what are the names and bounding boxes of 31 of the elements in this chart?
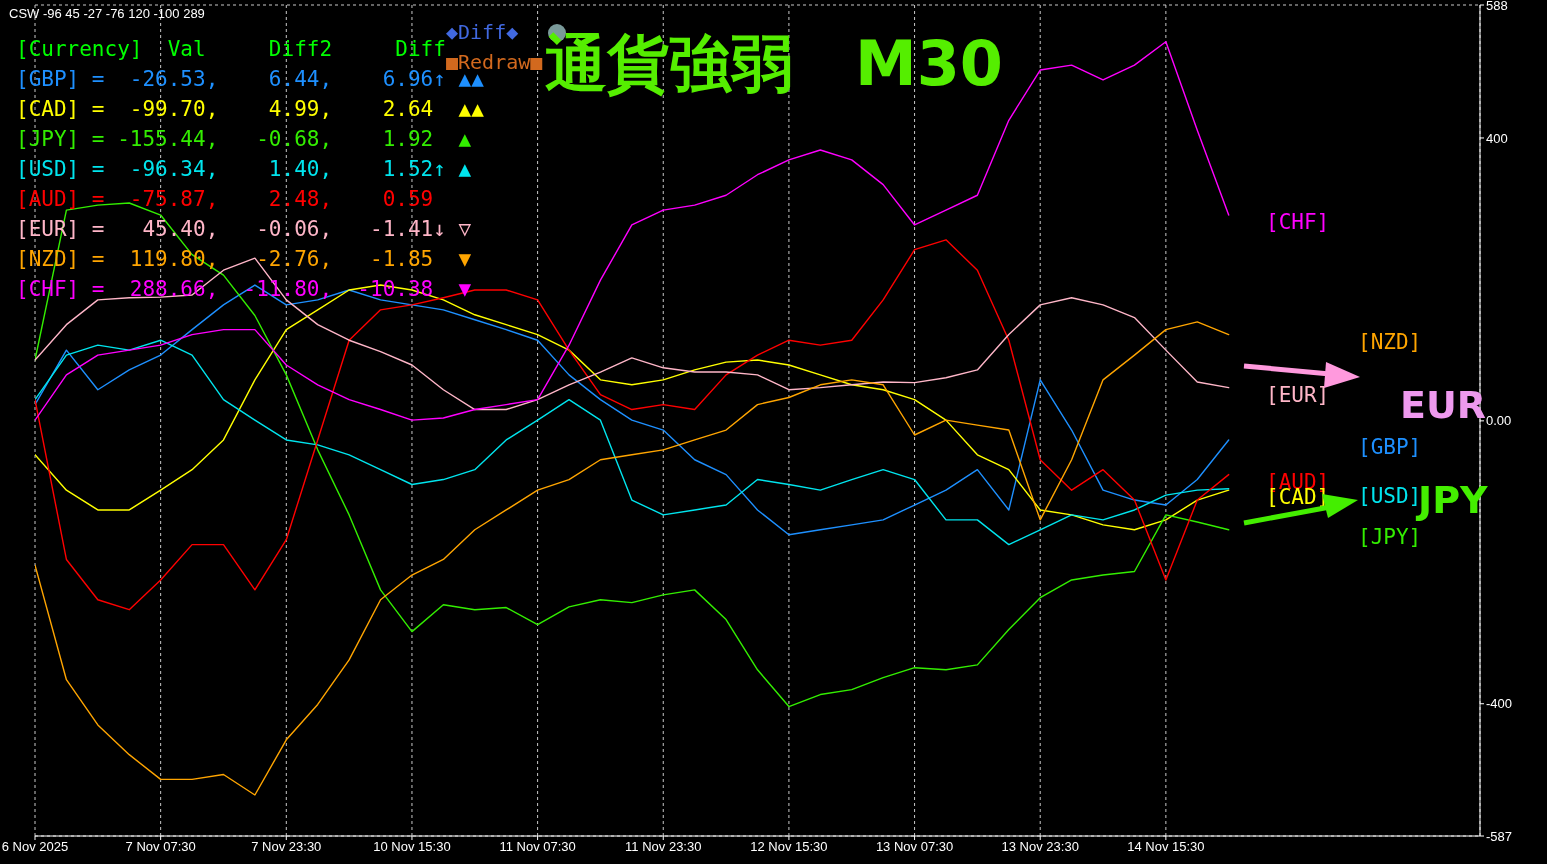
text: [GBP] (1358, 434, 1422, 459)
annotation: [Currency] Val Diff2 Diff (16, 37, 446, 61)
x-tick-label: 13 Nov 07:30 (875, 839, 954, 855)
x-tick-label: 10 Nov 15:30 (373, 839, 451, 855)
x-tick-label: 6 Nov 2025 (1, 839, 69, 855)
x-tick-label: 11 Nov 07:30 (499, 839, 576, 855)
line-series (35, 339, 1230, 546)
text: EUR (1400, 383, 1487, 427)
x-tick-label: 7 Nov 23:30 (251, 839, 322, 855)
y-tick-label: -587 (1486, 828, 1513, 844)
annotation: CSW -96 45 -27 -76 120 -100 289 (9, 6, 205, 21)
chart-title: 通貨強弱 M30 (545, 26, 1003, 102)
text: [NZD] (1358, 329, 1422, 354)
series-label: [EUR] (1266, 382, 1330, 407)
x-tick-label: 13 Nov 23:30 (1001, 839, 1079, 855)
x-tick-label: 14 Nov 15:30 (1127, 839, 1205, 855)
annotation: [JPY] = -155.44, -0.68, 1.92 ▲ (16, 127, 472, 151)
line-series (35, 321, 1230, 796)
annotation: [USD] = -96.34, 1.40, 1.52↑ ▲ (16, 157, 472, 181)
text: [JPY] (1358, 524, 1422, 549)
annotation: [AUD] = -75.87, 2.48, 0.59 (16, 187, 434, 211)
series-label: [CHF] (1266, 210, 1330, 235)
annotation: [CAD] = -99.70, 4.99, 2.64 ▲▲ (16, 97, 484, 121)
x-tick-label: 12 Nov 15:30 (750, 839, 828, 855)
y-tick-label: 588 (1486, 0, 1508, 13)
y-tick-label: 0.00 (1486, 413, 1512, 429)
x-tick-label: 7 Nov 07:30 (125, 839, 196, 855)
x-tick-label: 11 Nov 23:30 (625, 839, 702, 855)
y-tick-label: -400 (1486, 696, 1513, 712)
y-tick-label: 400 (1486, 130, 1508, 146)
annotation: ◆Diff◆ (446, 20, 519, 44)
